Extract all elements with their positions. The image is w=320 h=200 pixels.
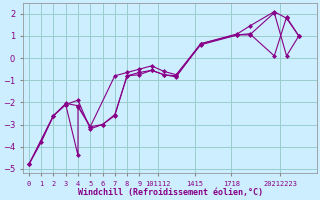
X-axis label: Windchill (Refroidissement éolien,°C): Windchill (Refroidissement éolien,°C) — [77, 188, 262, 197]
